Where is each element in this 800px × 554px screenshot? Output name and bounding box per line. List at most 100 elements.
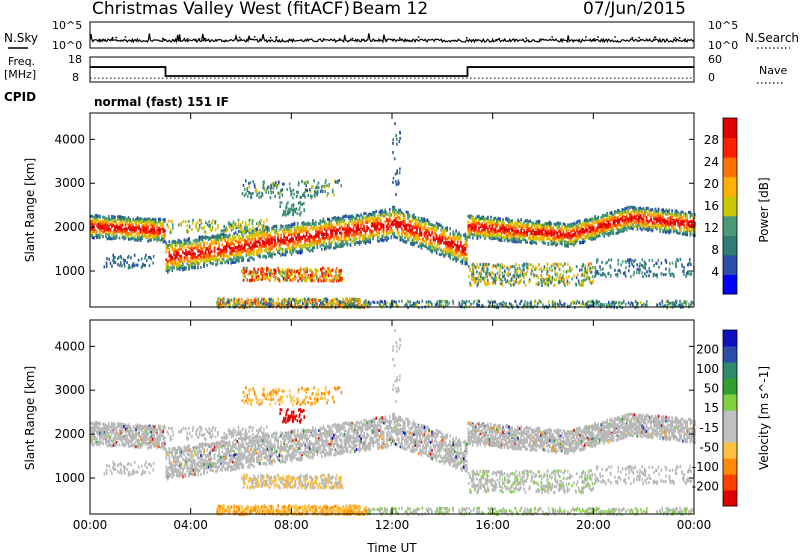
power-cell <box>96 230 98 234</box>
power-cell <box>164 239 166 243</box>
power-cell <box>524 233 527 237</box>
power-cell <box>532 228 534 232</box>
power-cell <box>304 241 306 245</box>
power-cell <box>325 242 328 246</box>
power-cell <box>553 232 556 236</box>
power-cell <box>257 235 260 239</box>
power-cell <box>224 237 226 241</box>
power-cell <box>511 237 513 241</box>
power-cell <box>198 239 201 243</box>
power-cell <box>656 214 658 218</box>
power-cell <box>502 235 504 239</box>
power-cell <box>487 217 489 221</box>
power-cell <box>515 222 518 226</box>
power-cell <box>328 237 331 241</box>
power-cell <box>227 239 229 243</box>
power-cell <box>600 229 602 233</box>
power-cell <box>336 217 338 220</box>
power-cell <box>312 240 314 244</box>
power-cell <box>198 257 201 261</box>
power-cell <box>111 232 113 236</box>
power-cell <box>124 221 127 224</box>
power-cell <box>179 247 181 251</box>
power-cell <box>669 212 672 216</box>
power-cell <box>301 247 303 251</box>
power-cell <box>141 219 143 223</box>
power-cell <box>186 238 189 242</box>
power-cell <box>171 256 174 260</box>
power-cell <box>623 229 625 233</box>
nsearch-tick-low: 10^0 <box>708 39 738 52</box>
power-cell <box>402 217 405 221</box>
power-cell <box>340 231 343 235</box>
power-cell <box>238 229 240 233</box>
power-cell <box>313 237 316 241</box>
power-cell <box>426 218 429 222</box>
power-cell <box>660 213 663 217</box>
power-cell <box>648 228 651 231</box>
power-cell <box>280 224 282 228</box>
power-cell <box>245 249 248 253</box>
power-cell <box>93 219 95 223</box>
power-cell <box>195 259 198 263</box>
power-cell <box>580 233 583 237</box>
power-cell <box>250 237 252 241</box>
power-cell <box>120 226 122 230</box>
power-cell <box>334 246 337 250</box>
power-cell <box>538 238 541 242</box>
power-cell <box>176 267 178 271</box>
power-cell <box>235 253 237 257</box>
power-cell <box>108 231 110 235</box>
power-cell <box>109 231 112 235</box>
power-cell <box>473 221 476 224</box>
power-cell <box>482 228 485 232</box>
power-cell <box>576 229 578 233</box>
power-cell <box>601 213 604 217</box>
power-cell <box>493 230 495 234</box>
power-cell <box>136 218 139 222</box>
power-cell <box>351 228 353 232</box>
power-cell <box>227 244 229 248</box>
power-cell <box>132 231 134 235</box>
power-cell <box>450 246 453 250</box>
power-cell <box>156 230 158 234</box>
power-cell <box>235 235 237 239</box>
power-cell <box>591 238 593 242</box>
power-cell <box>200 250 202 254</box>
power-cell <box>543 224 545 228</box>
power-cell <box>221 257 223 261</box>
power-cell <box>672 225 675 229</box>
power-cell <box>230 261 232 265</box>
power-cell <box>547 224 550 228</box>
power-cell <box>210 235 213 239</box>
power-cell <box>139 217 142 221</box>
power-cell <box>336 237 338 241</box>
power-cell <box>387 236 390 240</box>
power-cell <box>517 218 519 222</box>
power-cell <box>594 217 596 221</box>
power-cell <box>399 212 402 216</box>
power-cell <box>216 247 219 251</box>
power-cell <box>238 241 240 245</box>
power-cell <box>108 225 110 228</box>
power-cell <box>607 221 610 225</box>
power-cell <box>387 213 390 217</box>
power-cell <box>401 211 403 215</box>
power-cell <box>201 235 204 239</box>
power-cell <box>90 232 92 236</box>
power-cell <box>238 234 240 238</box>
power-cell <box>318 232 320 236</box>
power-cell <box>381 209 383 213</box>
power-cell <box>378 239 380 243</box>
power-cell <box>364 211 367 215</box>
power-cell <box>135 232 137 236</box>
power-cell <box>530 241 533 245</box>
power-cell <box>662 229 664 233</box>
power-cell <box>283 241 285 245</box>
power-cell <box>544 233 547 237</box>
power-cell <box>398 221 400 225</box>
power-cell <box>287 228 290 232</box>
power-cell <box>484 219 486 223</box>
power-cell <box>174 262 177 266</box>
power-cell <box>251 238 254 242</box>
